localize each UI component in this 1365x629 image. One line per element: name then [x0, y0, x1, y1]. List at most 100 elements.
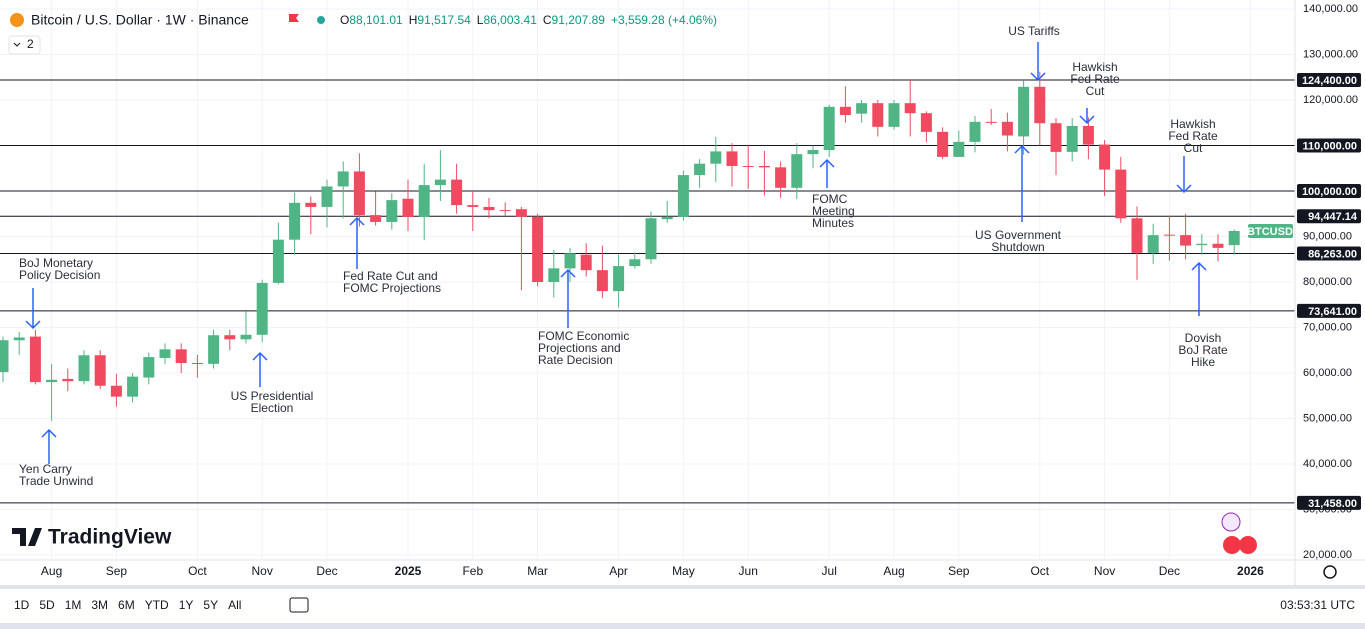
annotation-text: Shutdown	[991, 240, 1044, 254]
candle-body	[1001, 121, 1013, 136]
annotation-arrow	[252, 351, 268, 387]
candle-body	[694, 163, 706, 176]
range-button[interactable]: 1Y	[179, 598, 194, 612]
x-tick-label: Oct	[188, 564, 207, 578]
candle-body	[483, 206, 495, 211]
level-label-box	[1297, 495, 1361, 510]
range-button[interactable]: 5Y	[203, 598, 218, 612]
candle-body	[370, 215, 382, 222]
candle-body	[710, 151, 722, 164]
annotation-text: FOMC Economic	[538, 329, 629, 343]
y-tick-label: 80,000.00	[1303, 276, 1352, 288]
candle-body	[127, 376, 139, 397]
candle-body	[596, 270, 608, 292]
annotation-text: Fed Rate	[1168, 129, 1218, 143]
candle-body	[515, 209, 527, 217]
candle-body	[888, 103, 900, 127]
candle-body	[1131, 218, 1143, 253]
annotation-text: BoJ Rate	[1178, 343, 1228, 357]
candle-body	[677, 175, 689, 217]
candle-body	[904, 103, 916, 114]
level-label: 110,000.00	[1303, 140, 1357, 152]
annotation-arrow	[349, 216, 365, 269]
ohlc-key: L	[477, 13, 484, 27]
candle-body	[353, 171, 365, 216]
ohlc-value: 88,101.01	[349, 13, 403, 27]
level-label: 86,263.00	[1308, 248, 1357, 260]
level-label: 31,458.00	[1308, 498, 1357, 510]
annotation-arrow	[41, 428, 57, 464]
range-button[interactable]: 6M	[118, 598, 135, 612]
level-label: 73,641.00	[1308, 306, 1357, 318]
range-button[interactable]: 1M	[65, 598, 82, 612]
annotation-text: Projections and	[538, 341, 621, 355]
price-tag-box	[1248, 224, 1293, 239]
flag-icon-us[interactable]	[1239, 536, 1257, 554]
flag-icon-us[interactable]	[1223, 536, 1241, 554]
candle-body	[499, 210, 511, 212]
x-tick-label: May	[672, 564, 695, 578]
y-tick-label: 50,000.00	[1303, 412, 1352, 424]
range-button[interactable]: YTD	[145, 598, 169, 612]
candle-body	[46, 379, 58, 383]
candle-body	[451, 179, 463, 206]
candle-body	[78, 355, 90, 382]
level-label-box	[1297, 184, 1361, 198]
flag-icon[interactable]	[289, 14, 299, 22]
annotation-arrow	[1079, 108, 1095, 125]
level-label: 94,447.14	[1308, 211, 1358, 223]
x-tick-label: Sep	[106, 564, 128, 578]
settings-button[interactable]	[1323, 565, 1337, 579]
badge-icon[interactable]	[1221, 512, 1241, 532]
candle-body	[564, 253, 576, 269]
candle-body	[1082, 125, 1094, 145]
indicator-toggle[interactable]	[8, 35, 41, 55]
x-tick-label: Mar	[527, 564, 548, 578]
candle-body	[208, 335, 220, 364]
annotation-text: Cut	[1184, 141, 1203, 155]
x-tick-label: Aug	[41, 564, 62, 578]
x-tick-label: Sep	[948, 564, 970, 578]
candle-body	[791, 154, 803, 188]
candle-body	[224, 335, 236, 340]
candle-body	[1050, 123, 1062, 152]
candle-body	[240, 334, 252, 340]
annotation-text: Trade Unwind	[19, 474, 93, 488]
candle-body	[969, 121, 981, 142]
range-button[interactable]: All	[228, 598, 241, 612]
candle-body	[661, 216, 673, 220]
range-button[interactable]: 1D	[14, 598, 30, 612]
candle-body	[289, 202, 301, 240]
level-label-box	[1297, 138, 1361, 153]
y-tick-label: 70,000.00	[1303, 321, 1352, 333]
candle-body	[402, 198, 414, 217]
annotation-text: Fed Rate	[1070, 72, 1120, 86]
date-range-button[interactable]	[289, 597, 309, 613]
candle-body	[1066, 125, 1078, 152]
range-button[interactable]: 3M	[91, 598, 108, 612]
candle-body	[1196, 243, 1208, 246]
annotation-text: Hawkish	[1072, 60, 1117, 74]
candle-body	[758, 165, 770, 168]
annotation-text: US Presidential	[231, 389, 314, 403]
candle-body	[434, 179, 446, 186]
candle-body	[191, 362, 203, 364]
candle-body	[1018, 86, 1030, 137]
candle-body	[143, 357, 155, 378]
symbol-title: Bitcoin / U.S. Dollar · 1W · Binance	[31, 12, 249, 28]
range-button[interactable]: 5D	[39, 598, 55, 612]
logo-text: TradingView	[48, 526, 172, 549]
candle-body	[386, 200, 398, 222]
candle-body	[1115, 169, 1127, 219]
candle-body	[839, 106, 851, 116]
candle-body	[872, 103, 884, 127]
annotation-text: US Government	[975, 228, 1062, 242]
candle-body	[807, 150, 819, 155]
candle-body	[937, 131, 949, 157]
y-tick-label: 120,000.00	[1303, 94, 1358, 106]
annotation-text: Fed Rate Cut and	[343, 269, 438, 283]
price-tag: BTCUSD	[1247, 226, 1293, 238]
candle-body	[1099, 144, 1111, 170]
y-tick-label: 130,000.00	[1303, 48, 1358, 60]
candle-body	[1212, 243, 1224, 248]
